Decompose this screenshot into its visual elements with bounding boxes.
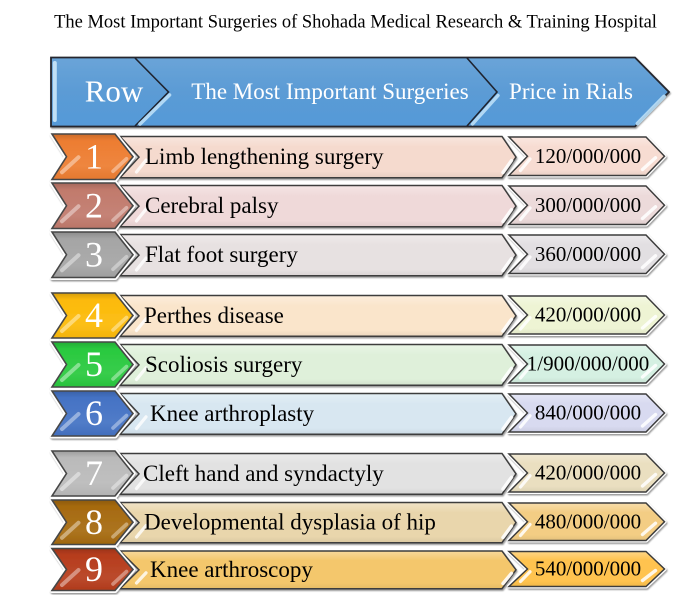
- svg-text:Knee arthroplasty: Knee arthroplasty: [150, 401, 315, 426]
- svg-text:1/900/000/000: 1/900/000/000: [527, 352, 650, 376]
- svg-text:1: 1: [85, 136, 103, 176]
- svg-text:Cerebral palsy: Cerebral palsy: [145, 193, 279, 218]
- svg-text:Row: Row: [85, 74, 144, 109]
- svg-text:Developmental dysplasia of hip: Developmental dysplasia of hip: [144, 510, 436, 535]
- svg-text:Price in Rials: Price in Rials: [509, 79, 633, 104]
- svg-text:7: 7: [85, 453, 103, 493]
- svg-text:8: 8: [85, 502, 103, 542]
- svg-text:420/000/000: 420/000/000: [535, 461, 641, 485]
- svg-text:840/000/000: 840/000/000: [535, 401, 641, 425]
- svg-text:Limb lengthening surgery: Limb lengthening surgery: [145, 144, 384, 169]
- svg-text:540/000/000: 540/000/000: [535, 557, 641, 581]
- svg-text:5: 5: [85, 344, 103, 384]
- svg-text:300/000/000: 300/000/000: [535, 193, 641, 217]
- svg-text:The Most Important Surgeries: The Most Important Surgeries: [191, 79, 468, 104]
- svg-text:Flat foot surgery: Flat foot surgery: [145, 242, 298, 267]
- svg-text:3: 3: [85, 234, 103, 274]
- svg-text:Perthes disease: Perthes disease: [144, 303, 284, 328]
- svg-text:2: 2: [85, 185, 103, 225]
- svg-text:Scoliosis surgery: Scoliosis surgery: [145, 352, 303, 377]
- svg-text:360/000/000: 360/000/000: [535, 242, 641, 266]
- svg-text:9: 9: [85, 549, 103, 589]
- svg-text:The Most Important Surgeries o: The Most Important Surgeries of Shohada …: [54, 13, 657, 33]
- svg-text:120/000/000: 120/000/000: [535, 144, 641, 168]
- svg-text:Knee arthroscopy: Knee arthroscopy: [150, 557, 313, 582]
- svg-text:420/000/000: 420/000/000: [535, 303, 641, 327]
- svg-text:6: 6: [85, 393, 103, 433]
- svg-text:480/000/000: 480/000/000: [535, 509, 641, 533]
- svg-text:4: 4: [85, 295, 103, 335]
- svg-text:Cleft hand and syndactyly: Cleft hand and syndactyly: [143, 461, 384, 486]
